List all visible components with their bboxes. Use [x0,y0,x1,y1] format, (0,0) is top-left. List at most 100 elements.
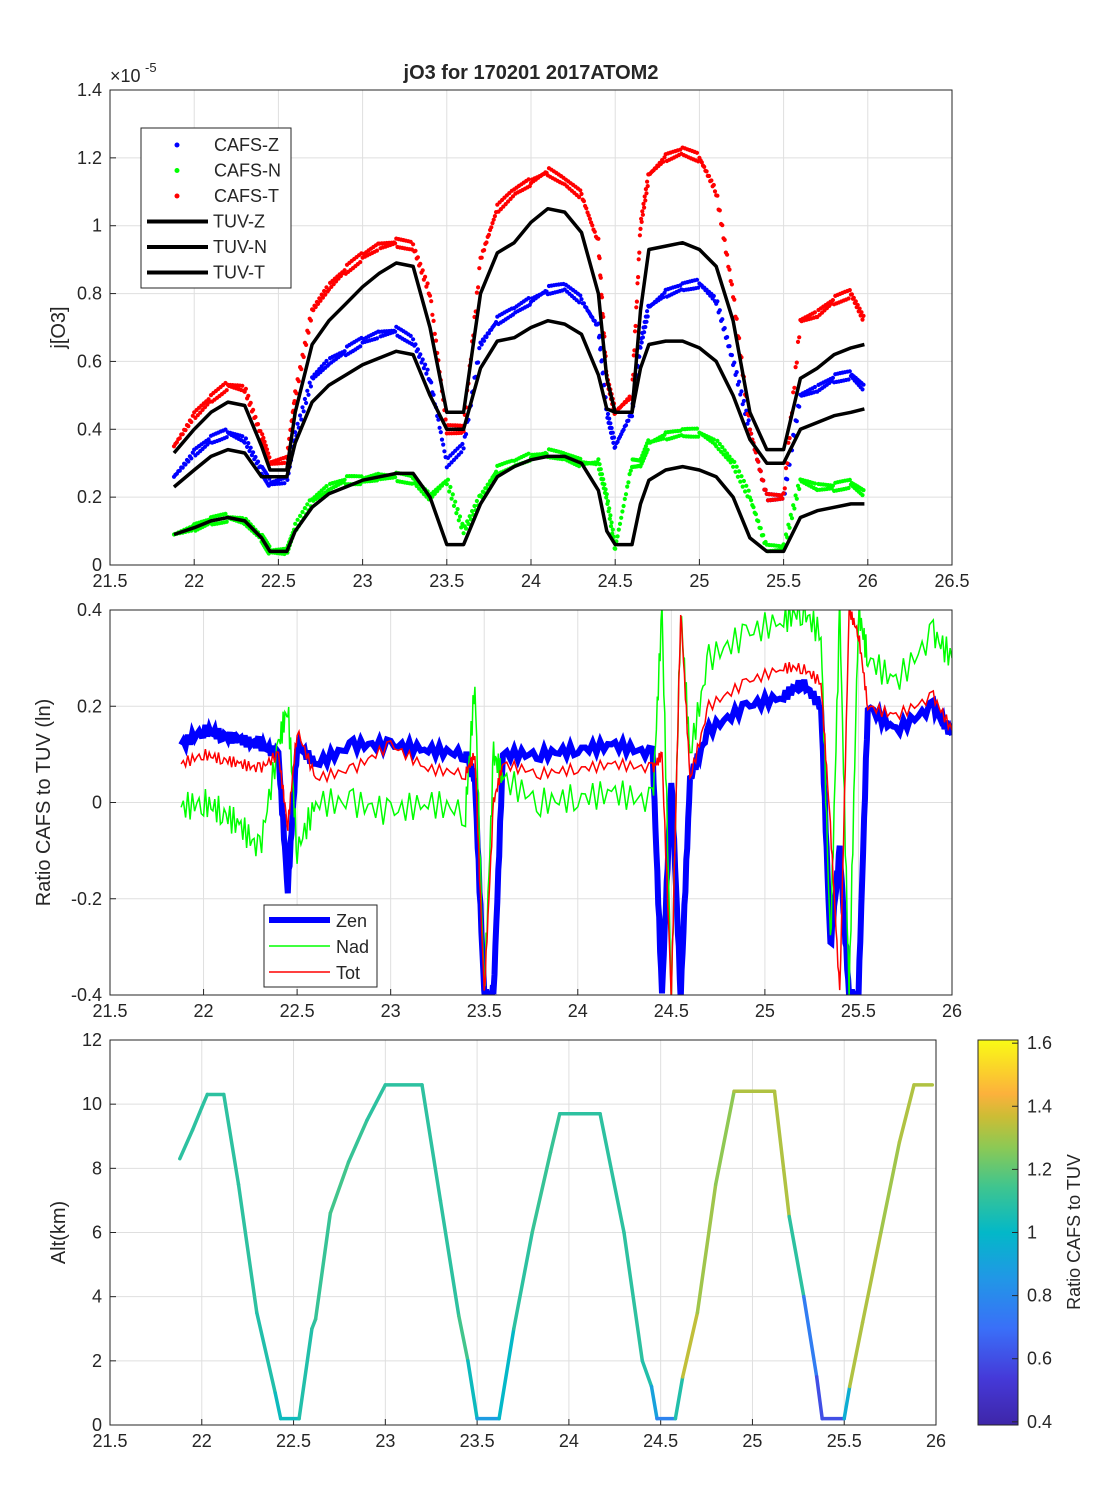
data-point [224,435,229,440]
data-point [338,273,343,279]
data-point [243,386,248,391]
series-tuv-n-line [173,454,865,554]
data-point [425,281,430,286]
data-point [622,496,627,502]
data-point [596,236,601,241]
data-point [641,201,646,206]
data-point [318,298,323,303]
data-point [240,434,245,439]
data-point [694,277,700,282]
data-point [788,512,793,518]
data-point [794,419,799,424]
data-point [491,217,496,222]
data-point [295,421,300,426]
y-axis-label: Ratio CAFS to TUV (ln) [33,699,55,906]
data-point [189,419,194,425]
jo3-panel: 21.5 22 22.5 23 23.5 24 24.5 25 25.5 26 26.5 0 0.2 0.… [48,60,970,591]
data-point [794,360,799,365]
data-point [477,266,482,271]
legend-label: CAFS-N [214,161,281,181]
x-tick-label: 22 [184,571,204,591]
data-point [746,418,751,423]
altitude-segment [497,1327,516,1421]
data-point [846,296,851,301]
legend-label: TUV-N [213,237,267,257]
data-point [627,472,632,477]
data-point [792,385,797,390]
data-point [847,288,852,293]
data-point [725,451,730,456]
data-point [616,527,621,532]
data-point [298,513,303,519]
data-point [285,477,290,482]
data-point [720,317,725,322]
altitude-segment [847,1320,865,1389]
data-point [429,299,434,304]
data-point [636,257,641,262]
data-point [456,518,461,523]
data-point [301,354,306,360]
data-point [745,421,750,426]
data-point [830,298,836,303]
x-tick-label: 26.5 [934,571,969,591]
data-point [316,301,321,306]
altitude-segment [438,1198,461,1318]
data-point [246,441,251,446]
y-tick-label: 12 [82,1030,102,1050]
data-point [694,150,700,155]
data-point [639,219,644,224]
data-point [306,330,311,335]
data-point [243,436,248,441]
data-point [631,353,636,358]
data-point [787,436,792,441]
data-point [223,511,228,516]
data-point [644,191,649,196]
altitude-segment [802,1294,819,1379]
x-tick-label: 23.5 [467,1001,502,1021]
colorbar-tick-label: 0.4 [1027,1412,1052,1432]
data-point [711,182,716,188]
data-point [298,413,303,418]
data-point [331,282,336,287]
data-point [715,438,720,443]
data-point [296,379,301,384]
series-nad-line [180,610,952,995]
altitude-segment [860,1230,883,1325]
x-tick-label: 25 [755,1001,775,1021]
data-point [727,267,732,272]
data-point [578,293,583,298]
altitude-segment [190,1105,204,1132]
data-point [240,383,245,388]
data-point [424,371,429,376]
data-point [634,299,640,304]
data-point [623,492,629,497]
data-point [712,189,718,194]
data-point [739,389,744,394]
data-point [749,431,754,436]
data-point [202,405,208,410]
data-point [459,450,464,455]
data-point [183,428,188,433]
data-point [645,184,650,189]
data-point [640,212,646,217]
data-point [329,284,334,289]
data-point [596,321,601,326]
legend-label: Tot [336,963,360,983]
data-point [579,297,584,302]
data-point [738,479,743,484]
data-point [251,450,256,455]
y-tick-label: 0.4 [77,600,102,620]
data-point [411,242,416,247]
x-tick-label: 25.5 [766,571,801,591]
data-point [732,459,737,464]
data-point [421,492,426,497]
data-point [853,299,858,304]
data-point [374,336,380,341]
series-cafs-t [171,145,866,503]
altitude-segment [548,1112,562,1155]
data-point [305,388,310,393]
data-point [460,441,465,447]
data-point [731,464,736,469]
data-point [812,481,818,486]
data-point [413,248,418,253]
